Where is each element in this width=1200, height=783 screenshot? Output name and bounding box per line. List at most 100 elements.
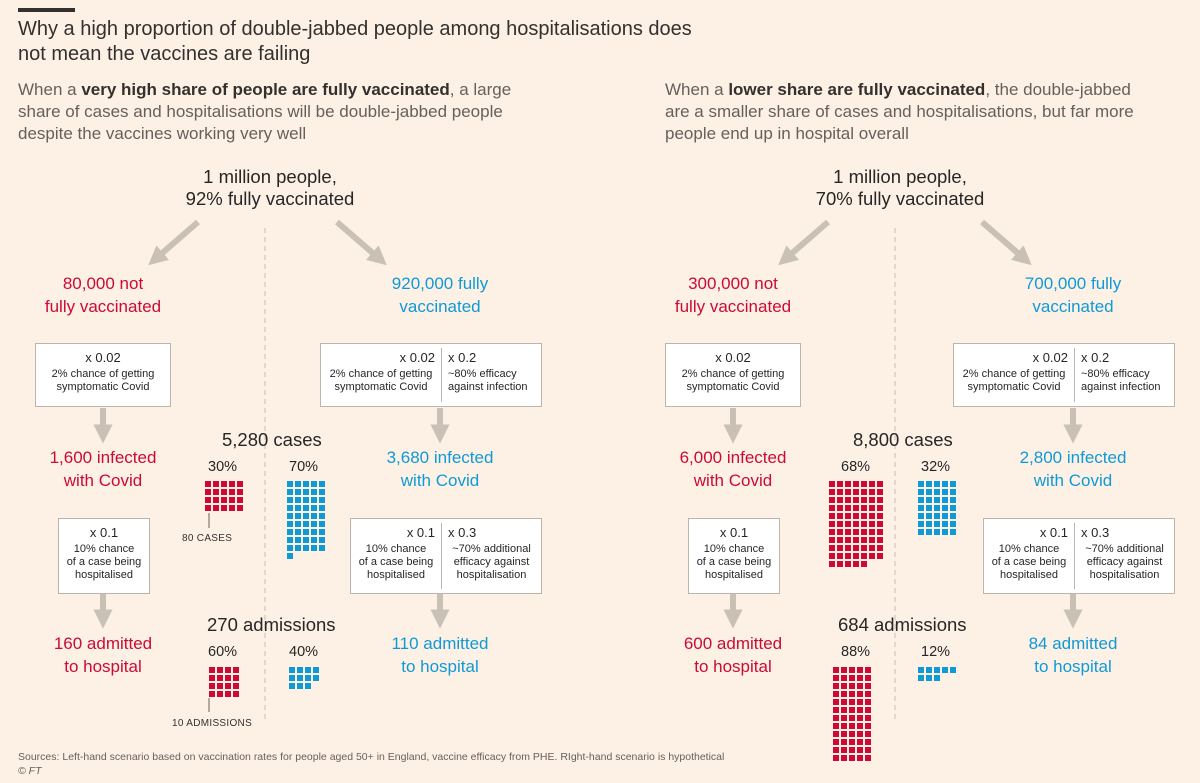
waffle-square [857,667,863,673]
right-unvax-admitted: 600 admitted to hospital [683,634,783,676]
waffle-square [926,529,932,535]
footer: Sources: Left-hand scenario based on vac… [18,750,724,778]
waffle-square [225,667,231,673]
waffle-square [849,723,855,729]
waffle-square [837,513,843,519]
waffle-square [942,529,948,535]
waffle-square [319,537,325,543]
waffle-square [849,707,855,713]
waffle-square [861,481,867,487]
waffle-square [213,505,219,511]
waffle-square [853,513,859,519]
waffle-square [221,489,227,495]
waffle-square [833,691,839,697]
waffle-square [297,667,303,673]
waffle-square [926,667,932,673]
left-adm-vax-pct: 40% [289,644,319,660]
waffle-square [229,497,235,503]
waffle-square [877,481,883,487]
waffle-square [221,497,227,503]
waffle-square [305,683,311,689]
waffle-square [926,481,932,487]
waffle-square [845,561,851,567]
right-vax-infection-box: x 0.02 2% chance of getting symptomatic Co… [953,343,1175,407]
waffle-square [918,481,924,487]
waffle-square [205,497,211,503]
waffle-square [934,675,940,681]
waffle-square [833,747,839,753]
waffle-square [837,529,843,535]
waffle-square [950,521,956,527]
waffle-square [869,481,875,487]
waffle-square [918,521,924,527]
waffle-square [287,545,293,551]
waffle-square [845,489,851,495]
waffle-square [205,505,211,511]
waffle-square [287,521,293,527]
waffle-square [319,513,325,519]
waffle-square [849,699,855,705]
waffle-square [857,731,863,737]
waffle-square [841,723,847,729]
waffle-square [295,537,301,543]
left-cases-title: 5,280 cases [222,429,322,450]
waffle-square [311,497,317,503]
waffle-square [845,521,851,527]
waffle-square [841,667,847,673]
waffle-square [319,497,325,503]
waffle-square [845,529,851,535]
waffle-square [845,537,851,543]
waffle-square [926,675,932,681]
waffle-square [942,667,948,673]
waffle-square [942,521,948,527]
waffle-square [865,667,871,673]
right-vax-infected: 2,800 infected with Covid [1019,448,1127,490]
right-population: 1 million people, 70% fully vaccinated [815,166,985,209]
waffle-square [869,545,875,551]
waffle-square [934,529,940,535]
left-cases-unit-label: 80 CASES [182,533,233,544]
waffle-square [841,747,847,753]
waffle-square [918,667,924,673]
right-unvax-infected: 6,000 infected with Covid [679,448,787,490]
left-unvax-infected: 1,600 infected with Covid [49,448,157,490]
waffle-square [837,489,843,495]
waffle-square [857,691,863,697]
waffle-square [209,691,215,697]
header-rule [18,8,75,12]
waffle-square [217,683,223,689]
waffle-square [311,481,317,487]
waffle-square [877,505,883,511]
right-cases-vax-pct: 32% [921,459,951,475]
waffle-square [918,675,924,681]
arrow-left-vax [335,219,387,266]
waffle-square [861,505,867,511]
waffle-square [877,521,883,527]
waffle-square [209,675,215,681]
left-vax-infected: 3,680 infected with Covid [386,448,494,490]
waffle-square [861,489,867,495]
waffle-square [869,489,875,495]
waffle-square [845,481,851,487]
waffle-square [934,505,940,511]
left-unvax-admitted: 160 admitted to hospital [53,634,153,676]
waffle-square [837,545,843,551]
waffle-square [311,537,317,543]
waffle-square [861,545,867,551]
waffle-square [311,513,317,519]
waffle-square [829,497,835,503]
waffle-square [853,537,859,543]
waffle-square [237,505,243,511]
waffle-square [934,513,940,519]
waffle-square [845,505,851,511]
waffle-square [853,545,859,551]
waffle-square [303,529,309,535]
waffle-square [841,683,847,689]
waffle-square [853,553,859,559]
waffle-square [287,513,293,519]
waffle-square [934,497,940,503]
waffle-square [950,529,956,535]
waffle-square [857,683,863,689]
waffle-square [849,691,855,697]
